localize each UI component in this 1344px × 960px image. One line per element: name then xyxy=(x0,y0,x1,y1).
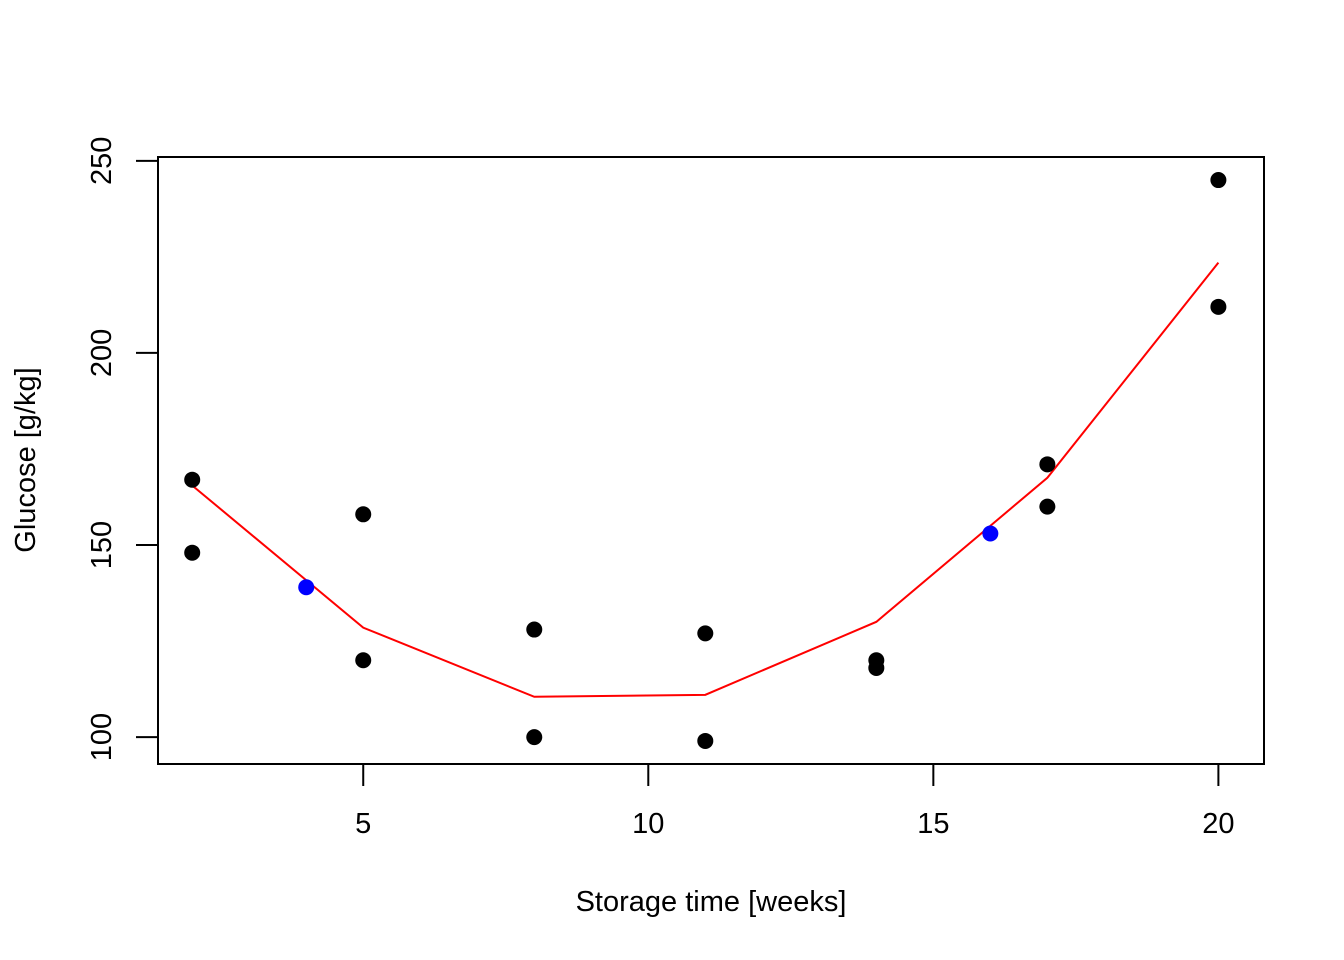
data-point xyxy=(697,625,714,642)
y-axis: 100 150 200 250 xyxy=(86,137,159,761)
series-layer xyxy=(184,172,1227,749)
data-point xyxy=(1039,498,1056,515)
data-point xyxy=(868,659,885,676)
data-point xyxy=(184,471,201,488)
fitted-line xyxy=(191,262,1220,698)
data-point xyxy=(697,732,714,749)
data-point xyxy=(355,506,372,523)
x-tick-label: 5 xyxy=(355,808,371,840)
x-tick-label: 15 xyxy=(917,808,949,840)
data-point xyxy=(184,544,201,561)
data-point xyxy=(355,652,372,669)
plot-frame xyxy=(157,156,1265,765)
y-axis-title: Glucose [g/kg] xyxy=(10,367,42,552)
data-point xyxy=(1210,172,1227,189)
y-tick-label: 250 xyxy=(86,137,118,185)
data-point xyxy=(526,729,543,746)
data-point xyxy=(1210,298,1227,315)
x-tick-label: 10 xyxy=(632,808,664,840)
x-axis-title: Storage time [weeks] xyxy=(576,886,847,918)
data-point xyxy=(1039,456,1056,473)
y-tick-label: 150 xyxy=(86,521,118,569)
highlight-point xyxy=(982,525,999,542)
x-axis: 5 10 15 20 xyxy=(355,763,1235,840)
highlight-point xyxy=(298,579,315,596)
y-tick-label: 200 xyxy=(86,329,118,377)
y-tick-label: 100 xyxy=(86,713,118,761)
data-point xyxy=(526,621,543,638)
x-tick-label: 20 xyxy=(1202,808,1234,840)
